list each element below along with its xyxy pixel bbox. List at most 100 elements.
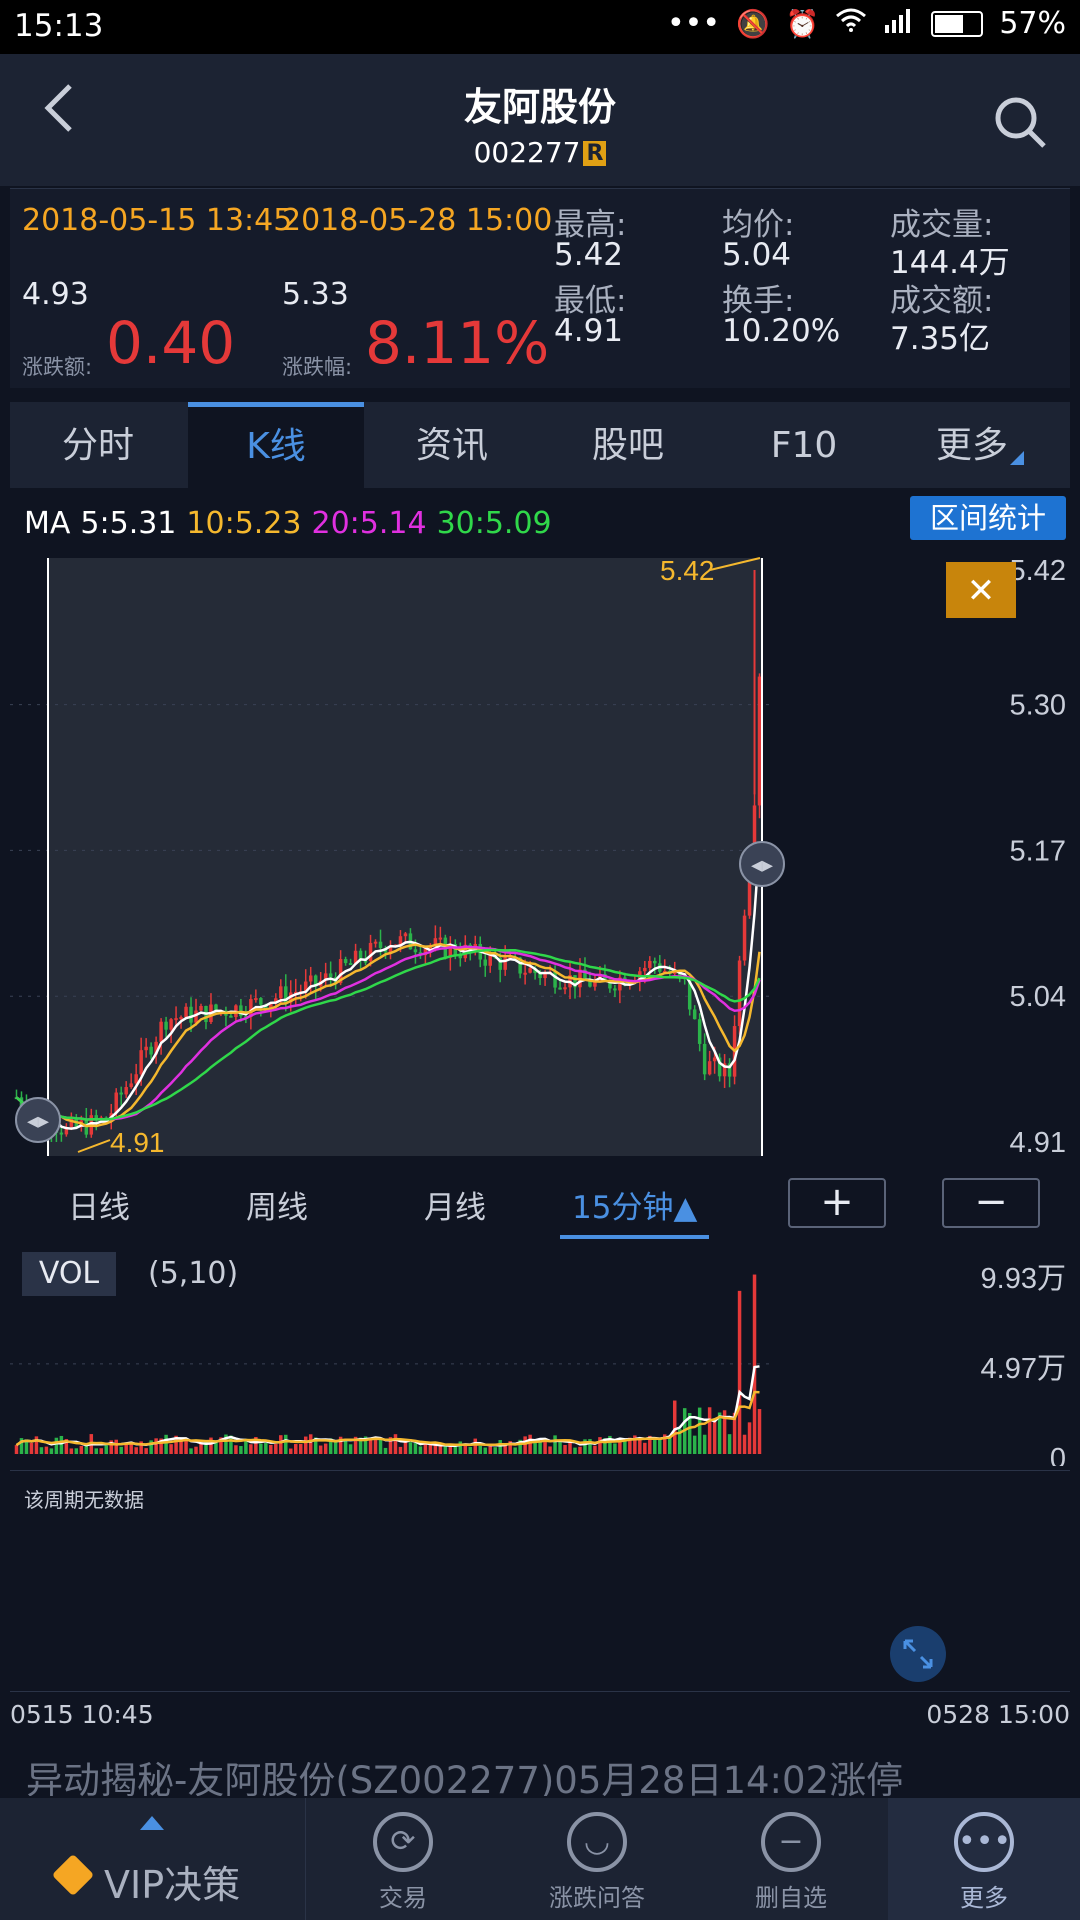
volume-bar (473, 1438, 478, 1454)
volume-bar (74, 1448, 79, 1454)
volume-bar (653, 1438, 657, 1454)
period-15min[interactable]: 15分钟▲ (559, 1182, 710, 1239)
volume-bar (39, 1447, 44, 1454)
candle-body (169, 1019, 173, 1030)
search-icon (995, 97, 1046, 148)
volume-bar (119, 1446, 123, 1454)
volume-bar (493, 1447, 497, 1454)
ma30-value: 30:5.09 (436, 506, 552, 541)
candle-body (518, 957, 522, 974)
volume-bar (69, 1448, 74, 1454)
stat-avg-label: 均价: (722, 207, 795, 243)
volume-bar (687, 1413, 692, 1454)
candle-body (254, 998, 258, 1001)
volume-bar (393, 1434, 398, 1454)
nav-trade[interactable]: ⟳ 交易 (306, 1798, 500, 1920)
volume-tick-label: 4.97万 (981, 1353, 1066, 1385)
corner-triangle-icon (1010, 451, 1024, 465)
volume-bar (244, 1438, 248, 1454)
nav-vip[interactable]: VIP决策 (0, 1798, 306, 1920)
candle-body (423, 948, 428, 956)
volume-bar (179, 1438, 183, 1454)
candle-body (618, 977, 622, 991)
period-selector: 日线 周线 月线 15分钟▲ + − (10, 1172, 1070, 1239)
signal-icon (883, 7, 915, 40)
candle-body (503, 957, 507, 970)
volume-bar (154, 1438, 158, 1454)
back-button[interactable] (38, 76, 98, 156)
zoom-in-button[interactable]: + (788, 1178, 886, 1228)
volume-bar (757, 1409, 762, 1454)
volume-bar (209, 1437, 213, 1454)
candle-body (398, 936, 403, 945)
tab-timeshare[interactable]: 分时 (61, 425, 134, 466)
stat-low-label: 最低: (554, 283, 627, 319)
margin-badge: R (583, 141, 607, 166)
status-bar: 15:13 ••• 🔕 ⏰ 57% (0, 0, 1080, 54)
period-weekly[interactable]: 周线 (246, 1190, 308, 1226)
zoom-out-button[interactable]: − (942, 1178, 1040, 1228)
tab-news[interactable]: 资讯 (415, 425, 488, 466)
volume-bar (114, 1439, 118, 1454)
candle-body (403, 933, 408, 937)
volume-bar (523, 1436, 527, 1454)
candle-body (528, 968, 532, 973)
battery-percent: 57% (999, 6, 1066, 41)
volume-bar (528, 1434, 532, 1454)
volume-bars (14, 1274, 762, 1454)
candle-body (84, 1120, 89, 1135)
range-stats-button[interactable]: 区间统计 (910, 496, 1066, 540)
candle-body (717, 1057, 722, 1077)
volume-bar (598, 1437, 602, 1454)
volume-bar (533, 1442, 537, 1454)
candle-body (368, 942, 373, 962)
period-monthly[interactable]: 月线 (424, 1190, 486, 1226)
nav-qa[interactable]: ◡ 涨跌问答 (500, 1798, 694, 1920)
search-button[interactable] (990, 92, 1050, 152)
candle-body (697, 1019, 702, 1044)
volume-bar (149, 1440, 153, 1454)
candle-body (413, 949, 418, 953)
expand-button[interactable] (890, 1626, 946, 1682)
close-range-button[interactable]: ✕ (946, 562, 1016, 618)
volume-bar (343, 1440, 348, 1454)
volume-bar (423, 1443, 428, 1454)
tab-more[interactable]: 更多 (892, 402, 1068, 488)
candle-body (338, 959, 343, 984)
ma5-value: 5:5.31 (80, 506, 177, 541)
tab-kline[interactable]: K线 (188, 402, 364, 488)
candle-body (274, 998, 278, 1003)
candle-body (707, 1061, 712, 1075)
period-daily[interactable]: 日线 (68, 1190, 130, 1226)
candle-body (538, 973, 542, 979)
change-label: 涨跌额: (22, 355, 93, 379)
candle-body (653, 960, 657, 964)
volume-bar (298, 1443, 303, 1454)
candle-body (373, 941, 378, 944)
range-left-handle[interactable] (15, 1097, 61, 1143)
nav-more[interactable]: ••• 更多 (888, 1798, 1080, 1920)
candle-body (129, 1083, 133, 1088)
volume-bar (229, 1435, 233, 1454)
candle-body (603, 974, 607, 981)
low-pointer-line (77, 1139, 111, 1153)
volume-bar (608, 1435, 612, 1454)
tab-f10[interactable]: F10 (770, 425, 838, 466)
candle-body (154, 1041, 158, 1055)
volume-indicator-tag[interactable]: VOL (22, 1252, 116, 1296)
volume-chart: 9.93万 4.97万 0 (10, 1263, 1066, 1466)
volume-bar (413, 1443, 418, 1454)
volume-bar (448, 1446, 453, 1454)
nav-remove-watchlist[interactable]: − 删自选 (694, 1798, 888, 1920)
range-right-handle[interactable] (739, 841, 785, 887)
status-dots: ••• (666, 6, 721, 41)
candle-body (353, 950, 358, 964)
main-tabs: 分时 K线 资讯 股吧 F10 更多 (10, 402, 1070, 488)
candle-body (687, 979, 692, 1010)
mute-icon: 🔕 (736, 8, 770, 40)
news-ticker[interactable]: 异动揭秘-友阿股份(SZ002277)05月28日14:02涨停 (26, 1759, 904, 1796)
tab-forum[interactable]: 股吧 (591, 425, 664, 466)
candle-body (438, 937, 443, 940)
volume-bar (428, 1444, 433, 1454)
range-summary-panel: 2018-05-15 13:45 2018-05-28 15:00 4.93 5… (10, 188, 1070, 388)
